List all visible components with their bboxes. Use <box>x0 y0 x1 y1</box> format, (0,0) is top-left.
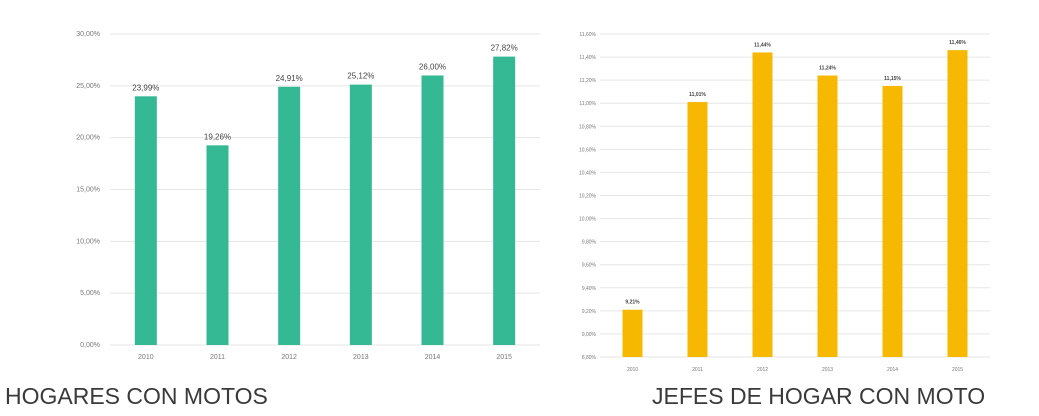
x-tick-label: 2013 <box>353 354 369 361</box>
chart-jefes-de-hogar-con-moto: 8,80% 9,00% 9,20% 9,40% 9,60% 9,80% 10,00% 10,2… <box>579 32 990 373</box>
x-tick-label: 2014 <box>887 367 898 373</box>
y-tick-label: 5,00% <box>80 290 100 297</box>
y-tick-label: 11,00% <box>579 101 596 107</box>
y-tick-label: 8,80% <box>582 355 597 361</box>
y-tick-label: 10,00% <box>579 217 597 223</box>
x-tick-label: 2011 <box>692 367 703 373</box>
y-tick-label: 9,00% <box>582 332 597 338</box>
y-tick-label: 15,00% <box>76 187 100 194</box>
y-tick-label: 20,00% <box>76 135 100 142</box>
y-tick-label: 10,80% <box>579 124 597 130</box>
x-tick-label: 2012 <box>757 367 768 373</box>
y-tick-label: 0,00% <box>80 342 100 349</box>
y-tick-label: 10,40% <box>579 170 597 176</box>
x-tick-label: 2014 <box>425 354 441 361</box>
y-tick-label: 10,20% <box>579 194 597 200</box>
data-label: 11,44% <box>754 42 771 48</box>
data-label: 26,00% <box>419 62 446 71</box>
caption-hogares-con-motos: HOGARES CON MOTOS <box>5 383 268 409</box>
bar-2013 <box>349 84 372 346</box>
y-tick-label: 11,40% <box>579 55 596 61</box>
y-tick-label: 9,20% <box>582 309 597 315</box>
data-label: 24,91% <box>276 74 303 83</box>
data-label: 27,82% <box>491 44 518 53</box>
y-tick-label: 30,00% <box>76 31 100 38</box>
x-tick-label: 2013 <box>822 367 833 373</box>
bar-2010 <box>134 96 157 345</box>
y-tick-label: 11,60% <box>579 32 596 38</box>
bar-2012 <box>752 52 773 357</box>
y-tick-label: 11,20% <box>579 78 596 84</box>
bar-2015 <box>947 50 968 358</box>
y-tick-label: 10,00% <box>76 238 100 245</box>
bar-2012 <box>278 86 301 346</box>
data-label: 25,12% <box>347 72 374 81</box>
data-label: 11,24% <box>819 66 836 72</box>
data-label: 11,01% <box>689 92 706 98</box>
x-tick-label: 2010 <box>138 354 154 361</box>
data-label: 23,99% <box>132 83 159 92</box>
bar-2014 <box>421 75 444 345</box>
x-tick-label: 2015 <box>952 367 963 373</box>
y-tick-label: 9,40% <box>582 286 597 292</box>
chart-hogares-con-motos: 0,00% 5,00% 10,00% 15,00% 20,00% 25,00% 30,00%… <box>76 31 540 361</box>
bar-2013 <box>817 75 838 358</box>
y-tick-label: 9,80% <box>582 240 597 246</box>
bar-2011 <box>687 102 708 357</box>
data-label: 11,46% <box>949 40 966 46</box>
data-label: 11,15% <box>884 76 901 82</box>
caption-jefes-de-hogar-con-moto: JEFES DE HOGAR CON MOTO <box>652 383 986 409</box>
data-label: 19,26% <box>204 132 231 141</box>
bar-2010 <box>622 309 643 357</box>
y-tick-label: 25,00% <box>76 83 100 90</box>
x-tick-label: 2012 <box>281 354 297 361</box>
y-tick-label: 9,60% <box>582 263 597 269</box>
y-tick-label: 10,60% <box>579 147 597 153</box>
bar-2015 <box>493 56 516 345</box>
data-label: 9,21% <box>625 300 640 306</box>
x-tick-label: 2011 <box>210 354 225 361</box>
bar-2011 <box>206 145 229 345</box>
bar-2014 <box>882 85 903 358</box>
x-tick-label: 2010 <box>627 367 638 373</box>
x-tick-label: 2015 <box>496 354 512 361</box>
